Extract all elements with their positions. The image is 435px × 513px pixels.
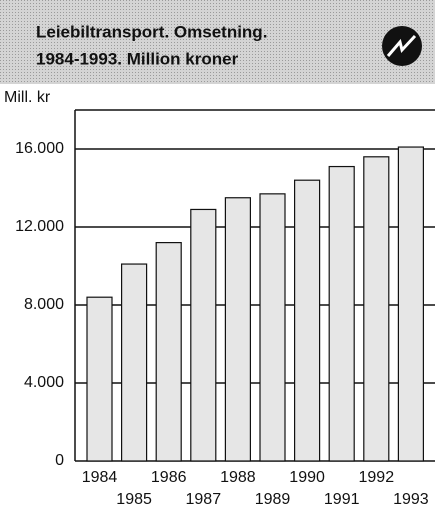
bar (328, 165, 355, 462)
x-tick-label: 1992 (359, 469, 395, 486)
x-tick-label: 1988 (220, 469, 256, 486)
y-axis-label: Mill. kr (4, 89, 51, 106)
chart-title: 1984-1993. Million kroner (36, 49, 239, 68)
x-tick-label: 1986 (151, 469, 187, 486)
y-tick-label: 8.000 (24, 296, 64, 313)
logo (382, 26, 422, 66)
header-background (0, 0, 435, 84)
x-tick-label: 1985 (116, 491, 152, 508)
x-tick-label: 1984 (82, 469, 118, 486)
bar (259, 193, 286, 462)
bar (224, 197, 251, 462)
bar (363, 156, 390, 462)
x-tick-label: 1993 (393, 491, 429, 508)
x-tick-label: 1987 (186, 491, 222, 508)
bar (397, 146, 424, 462)
bar (155, 242, 182, 462)
bar (120, 263, 148, 462)
y-tick-label: 12.000 (15, 218, 64, 235)
y-tick-label: 0 (55, 452, 64, 469)
chart-title: Leiebiltransport. Omsetning. (36, 22, 267, 41)
bar (86, 296, 113, 462)
y-tick-label: 16.000 (15, 140, 64, 157)
bar (190, 208, 217, 462)
x-tick-label: 1989 (255, 491, 291, 508)
y-tick-label: 4.000 (24, 374, 64, 391)
bar (294, 179, 321, 462)
x-tick-label: 1990 (289, 469, 325, 486)
x-tick-label: 1991 (324, 491, 360, 508)
